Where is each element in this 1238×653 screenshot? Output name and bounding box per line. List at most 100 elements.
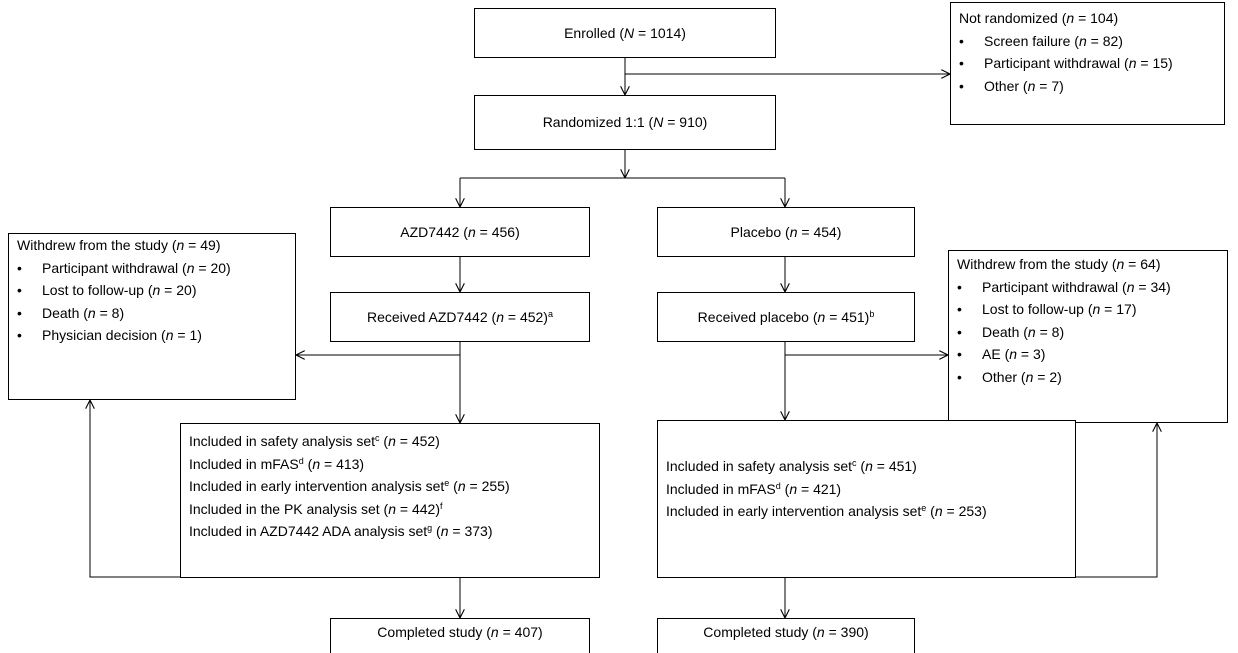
text-line: Enrolled (N = 1014): [564, 22, 686, 45]
bullet: •: [957, 301, 962, 317]
text-run: = 15): [1136, 55, 1173, 71]
footnote-mark: d: [298, 455, 304, 466]
bullet-item: • Participant withdrawal (n = 20): [17, 257, 295, 280]
text-run: (: [449, 478, 458, 494]
text-run: = 8): [1035, 323, 1065, 340]
bullet: •: [957, 323, 962, 340]
text-run: Withdrew from the study (: [17, 237, 177, 253]
text-run: = 421): [797, 480, 842, 497]
text-run: Included in early intervention analysis …: [189, 478, 445, 494]
text-line: Included in mFASd (n = 413): [189, 453, 599, 476]
text-run: AE (: [982, 346, 1010, 362]
bullet-item: • Other (n = 7): [959, 75, 1224, 98]
text-run: (: [432, 523, 441, 539]
text-line: Received placebo (n = 451)b: [698, 306, 875, 329]
bullet-item: • AE (n = 3): [957, 343, 1227, 366]
italic-symbol: N: [624, 24, 635, 41]
text-line: AZD7442 (n = 456): [400, 221, 519, 244]
italic-symbol: n: [1092, 301, 1101, 317]
text-run: Included in mFAS: [666, 480, 776, 497]
bullet-item: • Death (n = 8): [957, 321, 1227, 344]
text-line: Completed study (n = 407): [331, 621, 589, 644]
completed-azd-box: Completed study (n = 407): [330, 618, 590, 653]
italic-symbol: n: [1116, 256, 1125, 272]
text-run: Placebo (: [730, 223, 790, 240]
text-run: = 1): [173, 327, 202, 343]
text-run: = 7): [1035, 77, 1064, 94]
italic-symbol: n: [457, 478, 466, 494]
text-run: (: [926, 503, 935, 519]
italic-symbol: n: [312, 455, 321, 472]
bullet: •: [959, 32, 964, 49]
text-run: = 49): [184, 237, 221, 253]
bullet: •: [959, 55, 964, 71]
text-line: Withdrew from the study (n = 49): [17, 234, 295, 257]
italic-symbol: n: [1128, 55, 1137, 71]
footnote-mark: f: [440, 500, 443, 511]
text-run: = 413): [320, 455, 365, 472]
italic-symbol: n: [496, 308, 504, 325]
text-line: Withdrew from the study (n = 64): [957, 253, 1227, 276]
bullet-item: • Physician decision (n = 1): [17, 324, 295, 347]
text-line: Included in mFASd (n = 421): [666, 478, 1075, 501]
text-run: Included in mFAS: [189, 455, 299, 472]
text-run: Included in AZD7442 ADA analysis set: [189, 523, 428, 539]
text-run: Received placebo (: [697, 308, 818, 325]
text-line: Included in the PK analysis set (n = 442…: [189, 498, 599, 521]
italic-symbol: n: [1009, 346, 1018, 362]
text-run: Enrolled (: [564, 24, 625, 41]
footnote-mark: e: [921, 503, 927, 513]
completed-placebo-box: Completed study (n = 390): [657, 618, 915, 653]
text-line: Completed study (n = 390): [658, 621, 914, 644]
text-run: = 442): [396, 500, 441, 517]
withdrew-placebo-box: Withdrew from the study (n = 64) • Partici…: [948, 250, 1228, 423]
text-line: Included in safety analysis setc (n = 45…: [666, 455, 1075, 478]
italic-symbol: n: [789, 480, 798, 497]
bullet: •: [957, 278, 962, 295]
text-run: = 253): [942, 503, 987, 519]
text-run: (: [780, 480, 790, 497]
italic-symbol: n: [816, 624, 825, 640]
italic-symbol: n: [165, 327, 174, 343]
text-run: = 1014): [634, 24, 686, 41]
italic-symbol: n: [176, 237, 185, 253]
text-run: Withdrew from the study (: [957, 256, 1117, 272]
text-run: = 456): [475, 223, 520, 240]
bullet-item: • Lost to follow-up (n = 20): [17, 279, 295, 302]
text-run: = 82): [1086, 32, 1123, 49]
text-run: (: [303, 455, 313, 472]
italic-symbol: n: [934, 503, 943, 519]
bullet-item: • Participant withdrawal (n = 15): [959, 52, 1224, 75]
text-run: Included in safety analysis set: [189, 433, 375, 449]
text-run: = 64): [1124, 256, 1161, 272]
bullet-item: • Lost to follow-up (n = 17): [957, 298, 1227, 321]
italic-symbol: n: [388, 500, 397, 517]
footnote-mark: c: [852, 458, 857, 468]
bullet-item: • Death (n = 8): [17, 302, 295, 325]
footnote-mark: d: [775, 480, 781, 491]
bullet: •: [957, 346, 962, 362]
bullet: •: [17, 259, 22, 276]
italic-symbol: n: [1025, 368, 1034, 385]
italic-symbol: n: [388, 433, 396, 449]
text-run: = 373): [448, 523, 493, 539]
footnote-mark: b: [869, 308, 875, 319]
bullet: •: [957, 368, 962, 385]
text-run: (: [379, 433, 389, 449]
italic-symbol: n: [87, 304, 96, 321]
included-azd-box: Included in safety analysis setc (n = 45…: [180, 423, 600, 578]
azd7442-arm-box: AZD7442 (n = 456): [330, 207, 590, 257]
text-run: Included in early intervention analysis …: [666, 503, 922, 519]
italic-symbol: n: [1066, 10, 1075, 26]
text-run: Participant withdrawal (: [42, 259, 187, 276]
text-line: Not randomized (n = 104): [959, 7, 1224, 30]
text-run: = 20): [194, 259, 231, 276]
text-run: Completed study (: [703, 624, 817, 640]
bullet-item: • Other (n = 2): [957, 366, 1227, 389]
text-run: = 451): [825, 308, 870, 325]
text-line: Included in early intervention analysis …: [666, 500, 1075, 523]
italic-symbol: N: [653, 114, 664, 131]
text-run: AZD7442 (: [400, 223, 468, 240]
text-run: Physician decision (: [42, 327, 166, 343]
